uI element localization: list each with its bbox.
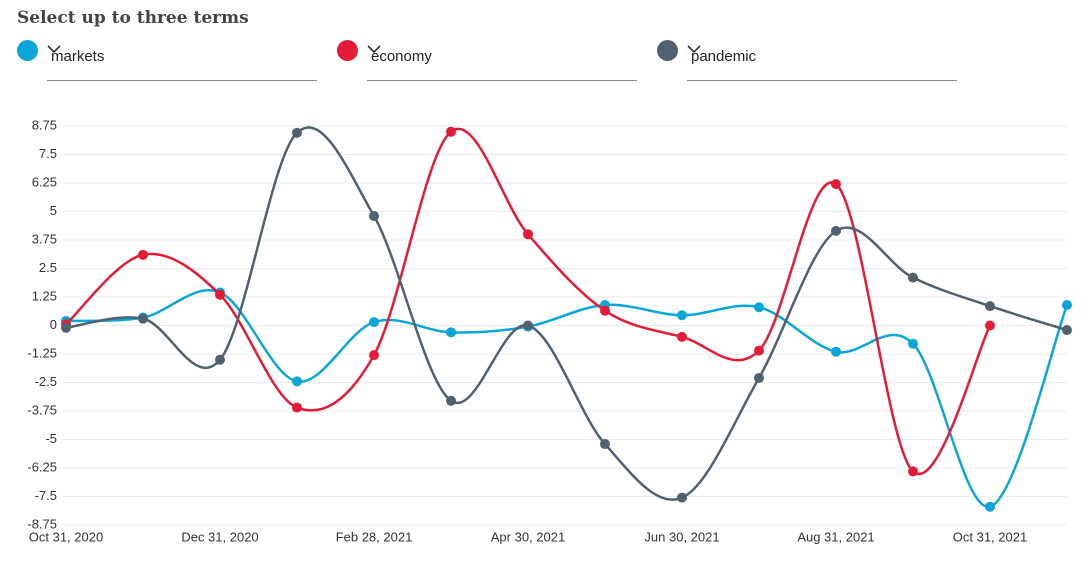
term-dropdown[interactable]: markets: [17, 40, 317, 81]
term-dropdown[interactable]: economy: [337, 40, 637, 81]
data-point: [369, 317, 379, 328]
data-point: [446, 395, 456, 406]
data-point: [61, 322, 71, 333]
data-point: [446, 327, 456, 338]
data-point: [446, 126, 456, 137]
legend-label: pandemic: [691, 48, 757, 65]
legend-label: economy: [371, 48, 432, 65]
chevron-icon: [687, 45, 701, 54]
data-point: [292, 402, 302, 413]
y-tick-label: 2.5: [39, 260, 57, 275]
data-point: [754, 372, 764, 383]
x-tick-label: Oct 31, 2020: [29, 529, 103, 544]
series-line: [65, 127, 992, 476]
y-tick-label: -8.75: [27, 516, 57, 531]
data-point: [677, 310, 687, 321]
y-tick-label: 1.25: [32, 288, 57, 303]
y-tick-label: -7.5: [35, 488, 57, 503]
data-point: [369, 350, 379, 361]
data-point: [600, 305, 610, 316]
x-tick-label: Feb 28, 2021: [336, 529, 413, 544]
y-tick-label: -3.75: [27, 402, 57, 417]
data-point: [523, 229, 533, 240]
legend-swatch: [17, 40, 38, 61]
data-point: [985, 320, 995, 331]
y-tick-label: -5: [45, 431, 57, 446]
data-point: [831, 225, 841, 236]
chevron-icon: [367, 45, 381, 54]
y-tick-label: 5: [50, 203, 57, 218]
x-tick-label: Apr 30, 2021: [491, 529, 565, 544]
data-point: [908, 338, 918, 349]
data-point: [677, 492, 687, 503]
series-line: [65, 126, 1068, 501]
data-point: [215, 354, 225, 365]
y-tick-label: 8.75: [32, 117, 57, 132]
data-point: [754, 345, 764, 356]
data-point: [292, 376, 302, 387]
y-tick-label: 7.5: [39, 146, 57, 161]
data-point: [523, 320, 533, 331]
data-point: [215, 289, 225, 300]
legend-swatch: [337, 40, 358, 61]
data-point: [908, 466, 918, 477]
data-point: [1062, 299, 1072, 310]
term-dropdown[interactable]: pandemic: [657, 40, 957, 81]
data-point: [369, 211, 379, 222]
data-point: [985, 501, 995, 512]
data-point: [1062, 325, 1072, 336]
data-point: [754, 302, 764, 313]
y-tick-label: 6.25: [32, 174, 57, 189]
chevron-icon: [47, 45, 61, 54]
data-point: [831, 346, 841, 357]
data-point: [292, 127, 302, 138]
x-tick-label: Dec 31, 2020: [181, 529, 258, 544]
y-tick-label: -2.5: [35, 374, 57, 389]
data-point: [908, 272, 918, 283]
data-point: [138, 249, 148, 260]
data-point: [600, 439, 610, 450]
legend-label: markets: [51, 48, 105, 65]
data-point: [138, 313, 148, 324]
x-tick-label: Oct 31, 2021: [953, 529, 1027, 544]
legend-swatch: [657, 40, 678, 61]
data-point: [677, 331, 687, 342]
data-point: [985, 301, 995, 312]
y-tick-label: 0: [50, 317, 57, 332]
x-tick-label: Jun 30, 2021: [644, 529, 719, 544]
x-tick-label: Aug 31, 2021: [797, 529, 874, 544]
y-tick-label: 3.75: [32, 231, 57, 246]
y-tick-label: -6.25: [27, 459, 57, 474]
y-tick-label: -1.25: [27, 345, 57, 360]
data-point: [831, 179, 841, 190]
title: Select up to three terms: [17, 8, 249, 28]
